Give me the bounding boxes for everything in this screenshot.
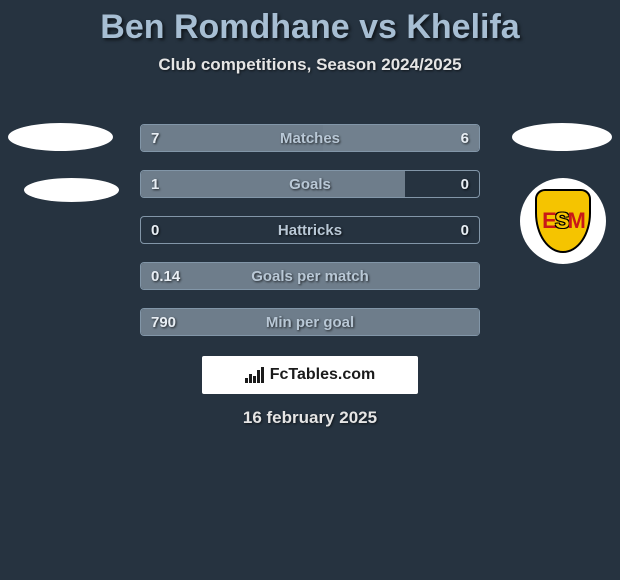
club-crest-icon: E S M (535, 189, 591, 253)
stat-value-right: 0 (461, 222, 469, 239)
stat-label: Goals per match (141, 268, 479, 285)
watermark: FcTables.com (202, 356, 418, 394)
club-logo-letter-m: M (568, 208, 584, 234)
club-logo-text: E S M (542, 208, 584, 234)
comparison-bars: 7Matches61Goals00Hattricks00.14Goals per… (140, 124, 480, 336)
player2-badge-placeholder (512, 123, 612, 151)
stat-row: 1Goals0 (140, 170, 480, 198)
page-title: Ben Romdhane vs Khelifa (0, 0, 620, 47)
stat-row: 0.14Goals per match (140, 262, 480, 290)
stat-row: 7Matches6 (140, 124, 480, 152)
date-label: 16 february 2025 (0, 408, 620, 428)
stat-value-right: 0 (461, 176, 469, 193)
stat-label: Hattricks (141, 222, 479, 239)
stat-label: Matches (141, 130, 479, 147)
bar-chart-icon (245, 367, 264, 383)
page-subtitle: Club competitions, Season 2024/2025 (0, 55, 620, 75)
stat-value-right: 6 (461, 130, 469, 147)
club-logo-letter-e: E (542, 208, 555, 234)
watermark-text: FcTables.com (270, 366, 376, 384)
player2-club-logo: E S M (520, 178, 606, 264)
player1-badge-placeholder (8, 123, 113, 151)
player1-club-placeholder (24, 178, 119, 202)
stat-label: Min per goal (141, 314, 479, 331)
stat-row: 0Hattricks0 (140, 216, 480, 244)
club-logo-letter-s: S (555, 208, 568, 234)
stat-label: Goals (141, 176, 479, 193)
stat-row: 790Min per goal (140, 308, 480, 336)
